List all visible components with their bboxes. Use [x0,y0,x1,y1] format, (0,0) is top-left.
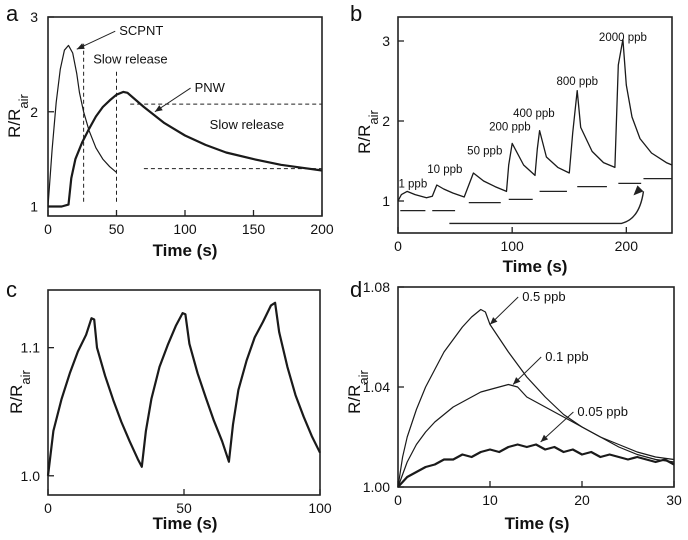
annotation-arrowhead [76,43,85,50]
trend-arrow-head [633,185,644,196]
annotation-label: 10 ppb [427,164,462,176]
y-tick-label: 2 [382,113,390,129]
y-axis-title-main: R/R [345,385,364,414]
y-axis-title: R/Rair [5,93,31,137]
y-tick-label: 3 [382,33,390,49]
x-tick-label: 150 [242,221,266,237]
y-axis-title: R/Rair [7,369,33,413]
panel-a: a 0 50 100 150 200 1 2 3 Time (s) R/Rair SCPNT Slow … [5,1,334,260]
x-tick-label: 0 [394,492,402,508]
plot-frame [47,289,321,496]
x-tick-label: 10 [482,492,498,508]
annotation-arrowhead [513,377,521,385]
x-axis-title: Time (s) [503,257,568,276]
x-tick-label: 100 [308,500,332,516]
annotation-label: Slow release [93,52,167,67]
x-tick-label: 50 [176,500,192,516]
plot-frame [397,16,673,234]
annotation-arrowhead [154,105,163,112]
y-tick-label: 1.04 [363,379,390,395]
annotation-label: 50 ppb [467,146,502,158]
x-tick-label: 100 [173,221,197,237]
y-tick-label: 3 [30,9,38,25]
x-axis-title: Time (s) [505,514,570,533]
x-tick-label: 0 [44,221,52,237]
panel-letter: c [6,277,17,302]
series-line [48,90,323,208]
annotation-label: 2000 ppb [599,32,647,44]
y-tick-label: 1.08 [363,279,390,295]
annotation-label: 1 ppb [398,178,427,190]
y-axis-title-sub: air [18,369,33,384]
y-tick-label: 1.1 [21,340,41,356]
annotation-label: 0.1 ppb [545,349,588,364]
y-tick-label: 1.0 [21,468,41,484]
x-tick-label: 0 [44,500,52,516]
trend-arrow-line [449,191,645,225]
series-line [46,301,321,476]
y-tick-label: 1 [382,193,390,209]
x-tick-label: 100 [500,238,524,254]
annotation-label: 0.5 ppb [522,289,565,304]
annotation-label: PNW [195,80,226,95]
annotation-label: 800 ppb [556,76,598,88]
series-line [397,443,675,488]
annotation-label: Slow release [210,117,284,132]
panel-letter: b [350,1,362,26]
x-axis-title: Time (s) [153,241,218,260]
y-axis-title-sub: air [366,109,381,124]
series-line [397,383,675,488]
annotation-label: SCPNT [119,23,163,38]
annotation-arrowhead [540,434,549,442]
panel-c: c 0 50 100 1.0 1.1 Time (s) R/Rair [6,277,332,533]
series-line [397,308,675,488]
panel-d: d 0 10 20 30 1.00 1.04 1.08 Time (s) R/Rair 0.5 pp… [345,277,682,533]
x-tick-label: 30 [666,492,682,508]
series-line [47,44,117,207]
panel-letter: d [350,277,362,302]
y-axis-title-sub: air [16,93,31,108]
x-axis-title: Time (s) [153,514,218,533]
y-axis-title-main: R/R [7,385,26,414]
y-tick-label: 2 [30,104,38,120]
x-tick-label: 0 [394,238,402,254]
y-tick-label: 1.00 [363,479,390,495]
x-tick-label: 200 [310,221,334,237]
y-axis-title: R/Rair [345,369,371,413]
x-tick-label: 200 [615,238,639,254]
annotation-label: 0.05 ppb [577,404,628,419]
x-tick-label: 20 [574,492,590,508]
y-axis-title: R/Rair [355,109,381,153]
annotation-label: 200 ppb [489,122,531,134]
y-tick-label: 1 [30,199,38,215]
annotation-pointer [540,411,574,443]
annotation-label: 400 ppb [513,108,555,120]
y-axis-title-main: R/R [5,109,24,138]
y-axis-title-main: R/R [355,125,374,154]
panel-letter: a [6,1,19,26]
y-axis-title-sub: air [356,369,371,384]
series-line [397,38,673,202]
x-tick-label: 50 [109,221,125,237]
annotation-arrowhead [490,317,498,325]
